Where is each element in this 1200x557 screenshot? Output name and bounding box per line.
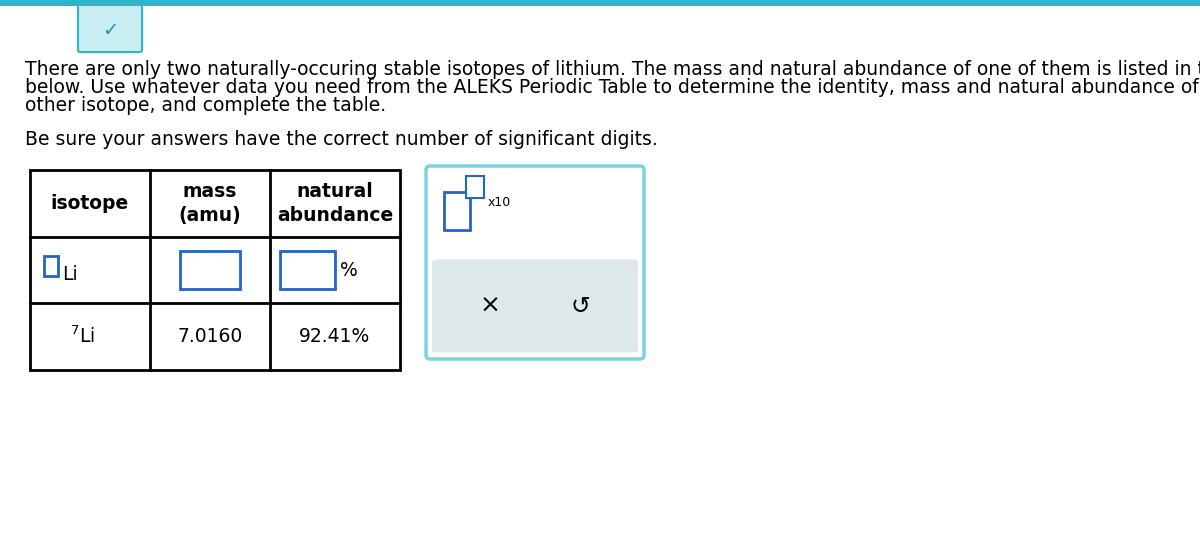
FancyBboxPatch shape [466,176,484,198]
Text: $^{7}$Li: $^{7}$Li [70,326,95,348]
Text: 92.41%: 92.41% [299,327,371,346]
FancyBboxPatch shape [432,260,638,353]
Text: x10: x10 [488,196,511,208]
Bar [30,170,400,370]
Text: ×: × [480,294,500,318]
Text: Li: Li [62,265,78,284]
FancyBboxPatch shape [426,166,644,359]
FancyBboxPatch shape [444,192,470,230]
FancyBboxPatch shape [180,251,240,289]
Text: isotope: isotope [50,194,130,213]
Text: ↺: ↺ [570,294,590,318]
Text: Be sure your answers have the correct number of significant digits.: Be sure your answers have the correct nu… [25,130,658,149]
FancyBboxPatch shape [44,256,58,276]
Text: There are only two naturally-occuring stable isotopes of lithium. The mass and n: There are only two naturally-occuring st… [25,60,1200,79]
Bar [0,0,1200,6]
Text: below. Use whatever data you need from the ALEKS Periodic Table to determine the: below. Use whatever data you need from t… [25,78,1200,97]
Text: %: % [340,261,358,280]
FancyBboxPatch shape [280,251,335,289]
Text: natural
abundance: natural abundance [277,182,394,224]
Text: other isotope, and complete the table.: other isotope, and complete the table. [25,96,386,115]
Text: ✓: ✓ [102,21,118,40]
Text: 7.0160: 7.0160 [178,327,242,346]
FancyBboxPatch shape [78,4,142,52]
Text: mass
(amu): mass (amu) [179,182,241,224]
